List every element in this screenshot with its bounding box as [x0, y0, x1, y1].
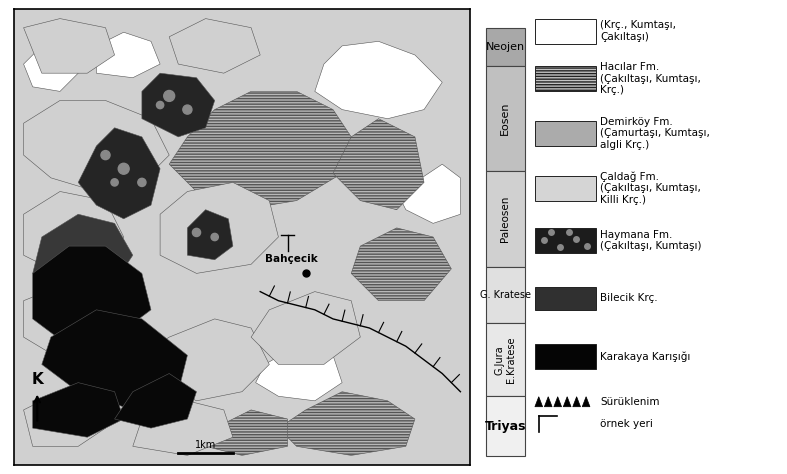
Polygon shape: [279, 118, 342, 164]
Text: Bilecik Krç.: Bilecik Krç.: [600, 293, 658, 303]
Circle shape: [101, 151, 110, 160]
FancyBboxPatch shape: [535, 344, 596, 369]
FancyBboxPatch shape: [535, 228, 596, 253]
FancyBboxPatch shape: [535, 66, 596, 91]
Polygon shape: [169, 91, 351, 210]
Polygon shape: [24, 392, 105, 447]
Circle shape: [138, 178, 146, 186]
Polygon shape: [24, 191, 124, 273]
Polygon shape: [33, 246, 151, 346]
Text: Paleosen: Paleosen: [501, 196, 510, 242]
Polygon shape: [333, 118, 424, 210]
Polygon shape: [205, 178, 269, 237]
Polygon shape: [187, 210, 233, 260]
FancyBboxPatch shape: [535, 121, 596, 146]
Polygon shape: [33, 383, 124, 437]
Text: Çaldağ Fm.
(Çakıltaşı, Kumtaşı,
Killi Krç.): Çaldağ Fm. (Çakıltaşı, Kumtaşı, Killi Kr…: [600, 171, 701, 205]
FancyBboxPatch shape: [535, 287, 596, 310]
Polygon shape: [315, 41, 442, 118]
Polygon shape: [24, 283, 142, 365]
Circle shape: [118, 163, 129, 174]
Polygon shape: [554, 397, 562, 407]
Circle shape: [111, 179, 118, 186]
Text: (Krç., Kumtaşı,
Çakıltaşı): (Krç., Kumtaşı, Çakıltaşı): [600, 20, 676, 42]
Polygon shape: [160, 182, 279, 273]
Polygon shape: [142, 73, 215, 137]
FancyBboxPatch shape: [486, 323, 525, 396]
Text: Triyas: Triyas: [485, 420, 526, 433]
Text: Bahçecik: Bahçecik: [264, 255, 317, 264]
Polygon shape: [582, 397, 590, 407]
Text: Sürüklenim: Sürüklenim: [600, 397, 660, 407]
Polygon shape: [351, 228, 451, 301]
Polygon shape: [397, 164, 460, 223]
Polygon shape: [256, 346, 342, 401]
Text: Neojen: Neojen: [486, 42, 525, 52]
Polygon shape: [142, 319, 269, 401]
Text: Eosen: Eosen: [501, 102, 510, 136]
Polygon shape: [24, 100, 169, 191]
Polygon shape: [563, 397, 571, 407]
Circle shape: [192, 228, 201, 237]
FancyBboxPatch shape: [486, 171, 525, 266]
Text: örnek yeri: örnek yeri: [600, 419, 653, 428]
FancyBboxPatch shape: [535, 18, 596, 44]
Polygon shape: [535, 397, 542, 407]
Circle shape: [211, 233, 218, 241]
Polygon shape: [42, 310, 187, 410]
FancyBboxPatch shape: [486, 27, 525, 66]
Text: G. Kratese: G. Kratese: [480, 290, 530, 300]
Circle shape: [164, 91, 175, 101]
Polygon shape: [24, 18, 115, 73]
Text: G.Jura
E.Kratese: G.Jura E.Kratese: [494, 337, 516, 383]
Polygon shape: [115, 374, 197, 428]
Polygon shape: [205, 410, 287, 456]
FancyBboxPatch shape: [535, 175, 596, 201]
FancyBboxPatch shape: [486, 66, 525, 171]
Circle shape: [157, 101, 164, 109]
Polygon shape: [279, 392, 415, 456]
Circle shape: [183, 105, 192, 114]
Polygon shape: [96, 32, 160, 78]
Polygon shape: [33, 214, 133, 292]
Polygon shape: [133, 401, 233, 456]
Polygon shape: [78, 128, 160, 219]
Polygon shape: [573, 397, 581, 407]
Text: Demirköy Fm.
(Çamurtaşı, Kumtaşı,
algli Krç.): Demirköy Fm. (Çamurtaşı, Kumtaşı, algli …: [600, 117, 710, 150]
FancyBboxPatch shape: [486, 396, 525, 456]
FancyBboxPatch shape: [486, 266, 525, 323]
Polygon shape: [169, 18, 260, 73]
Text: Hacılar Fm.
(Çakıltaşı, Kumtaşı,
Krç.): Hacılar Fm. (Çakıltaşı, Kumtaşı, Krç.): [600, 62, 701, 95]
Text: Karakaya Karışığı: Karakaya Karışığı: [600, 351, 690, 362]
Text: K: K: [31, 372, 43, 387]
Polygon shape: [251, 292, 360, 365]
Text: 1km: 1km: [195, 439, 216, 449]
Text: Haymana Fm.
(Çakıltaşı, Kumtaşı): Haymana Fm. (Çakıltaşı, Kumtaşı): [600, 229, 701, 251]
Polygon shape: [545, 397, 552, 407]
Polygon shape: [24, 46, 78, 91]
